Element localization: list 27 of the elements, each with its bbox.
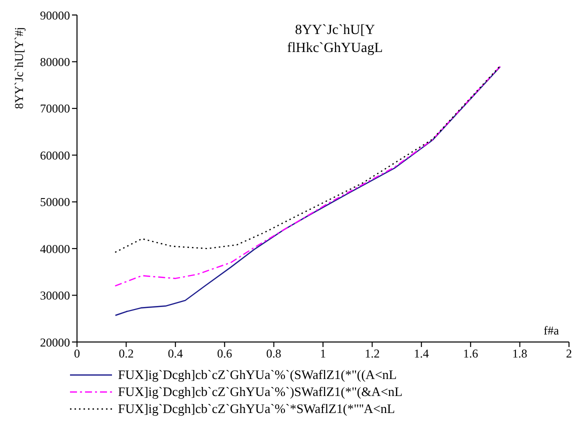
y-tick-label: 80000 [40,54,70,69]
legend-label: FUX]ig`Dcgh]cb`cZ`GhYUa`%`(SWaflZ1(*"((A<nL [118,366,397,382]
y-tick-label: 40000 [40,242,70,256]
y-tick-label: 20000 [40,335,70,350]
x-tick-label: 0.2 [118,346,134,361]
y-tick-label: 90000 [40,8,70,22]
x-tick-label: 1.2 [364,346,380,361]
legend-label: FUX]ig`Dcgh]cb`cZ`GhYUa`%`)SWaflZ1(*"(&A<nL [118,384,403,400]
y-tick-label: 50000 [40,195,70,210]
x-tick-label: 0 [74,346,80,361]
x-tick-label: 0.8 [266,346,282,361]
y-axis-title: 8YY`Jc`hU[Y`#j [12,27,26,109]
x-tick-label: 0.6 [217,346,232,361]
text: flHkc`GhYUagL [287,41,383,56]
x-tick-label: 1.4 [414,346,429,361]
x-tick-label: 1.6 [463,346,478,361]
x-tick-label: 0.4 [168,346,183,361]
x-tick-label: 1 [320,346,326,361]
y-tick-label: 30000 [40,288,70,303]
line-series [114,65,501,253]
legend-label: FUX]ig`Dcgh]cb`cZ`GhYUa`%`*SWaflZ1(*"''A<nL [118,400,395,416]
y-tick-label: 60000 [40,148,70,162]
x-axis-title: f#a [544,324,560,338]
x-tick-label: 1.8 [512,346,528,361]
y-tick-label: 70000 [40,102,70,116]
x-tick-label: 2 [566,346,572,361]
text: 8YY`Jc`hU[Y [294,23,376,38]
